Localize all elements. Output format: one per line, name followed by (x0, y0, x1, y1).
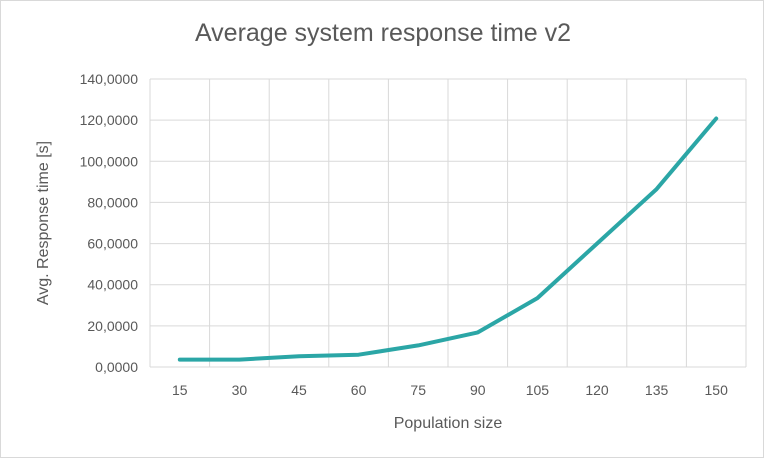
y-tick-label: 20,0000 (87, 318, 138, 334)
series-layer (177, 116, 719, 362)
x-tick-label: 90 (470, 382, 486, 398)
x-tick-label: 60 (351, 382, 367, 398)
y-tick-label: 120,0000 (80, 112, 139, 128)
x-tick-label: 105 (526, 382, 550, 398)
x-axis-title: Population size (394, 415, 503, 432)
chart-title: Average system response time v2 (194, 19, 572, 47)
grid-layer (149, 78, 747, 368)
y-tick-label: 40,0000 (87, 277, 138, 293)
y-tick-label: 0,0000 (95, 359, 138, 375)
y-tick-label: 60,0000 (87, 236, 138, 252)
x-tick-label: 150 (705, 382, 729, 398)
y-tick-labels: 0,0000 20,0000 40,0000 60,0000 80,0000 100,00… (80, 71, 139, 375)
x-tick-label: 45 (291, 382, 307, 398)
x-tick-label: 135 (645, 382, 669, 398)
x-tick-label: 15 (172, 382, 188, 398)
y-tick-label: 80,0000 (87, 194, 138, 210)
series-line (177, 116, 719, 362)
x-tick-labels: 15 30 45 60 75 90 105 120 135 150 (172, 382, 728, 398)
y-tick-label: 140,0000 (80, 71, 139, 87)
x-tick-label: 120 (585, 382, 609, 398)
x-tick-label: 75 (410, 382, 426, 398)
x-tick-label: 30 (232, 382, 248, 398)
y-axis-title: Avg. Response time [s] (35, 141, 52, 305)
y-tick-label: 100,0000 (80, 153, 139, 169)
